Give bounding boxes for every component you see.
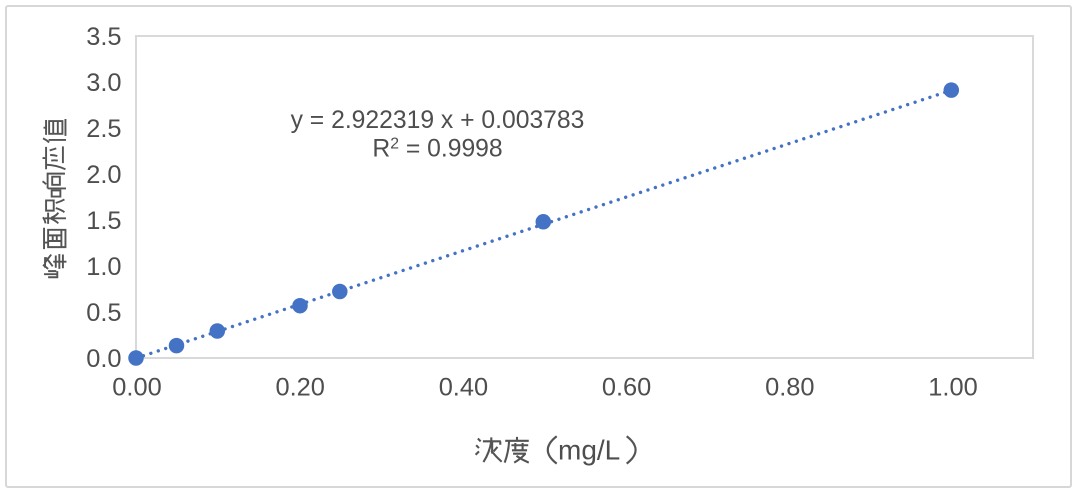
- svg-text:0.80: 0.80: [765, 374, 814, 402]
- svg-text:2.0: 2.0: [86, 161, 121, 189]
- svg-text:0.5: 0.5: [86, 299, 121, 327]
- svg-text:R2 = 0.9998: R2 = 0.9998: [372, 135, 502, 162]
- svg-text:1.0: 1.0: [86, 253, 121, 281]
- svg-text:2.5: 2.5: [86, 115, 121, 143]
- svg-text:0.40: 0.40: [439, 374, 488, 402]
- svg-text:1.00: 1.00: [928, 374, 977, 402]
- svg-text:0.20: 0.20: [275, 374, 324, 402]
- svg-text:0.60: 0.60: [602, 374, 651, 402]
- svg-text:0.0: 0.0: [86, 345, 121, 373]
- svg-text:3.5: 3.5: [86, 23, 121, 51]
- svg-text:0.00: 0.00: [112, 374, 161, 402]
- svg-text:3.0: 3.0: [86, 69, 121, 97]
- svg-text:mg/L: mg/L: [558, 434, 620, 465]
- svg-text:y = 2.922319 x + 0.003783: y = 2.922319 x + 0.003783: [291, 107, 585, 134]
- svg-text:1.5: 1.5: [86, 207, 121, 235]
